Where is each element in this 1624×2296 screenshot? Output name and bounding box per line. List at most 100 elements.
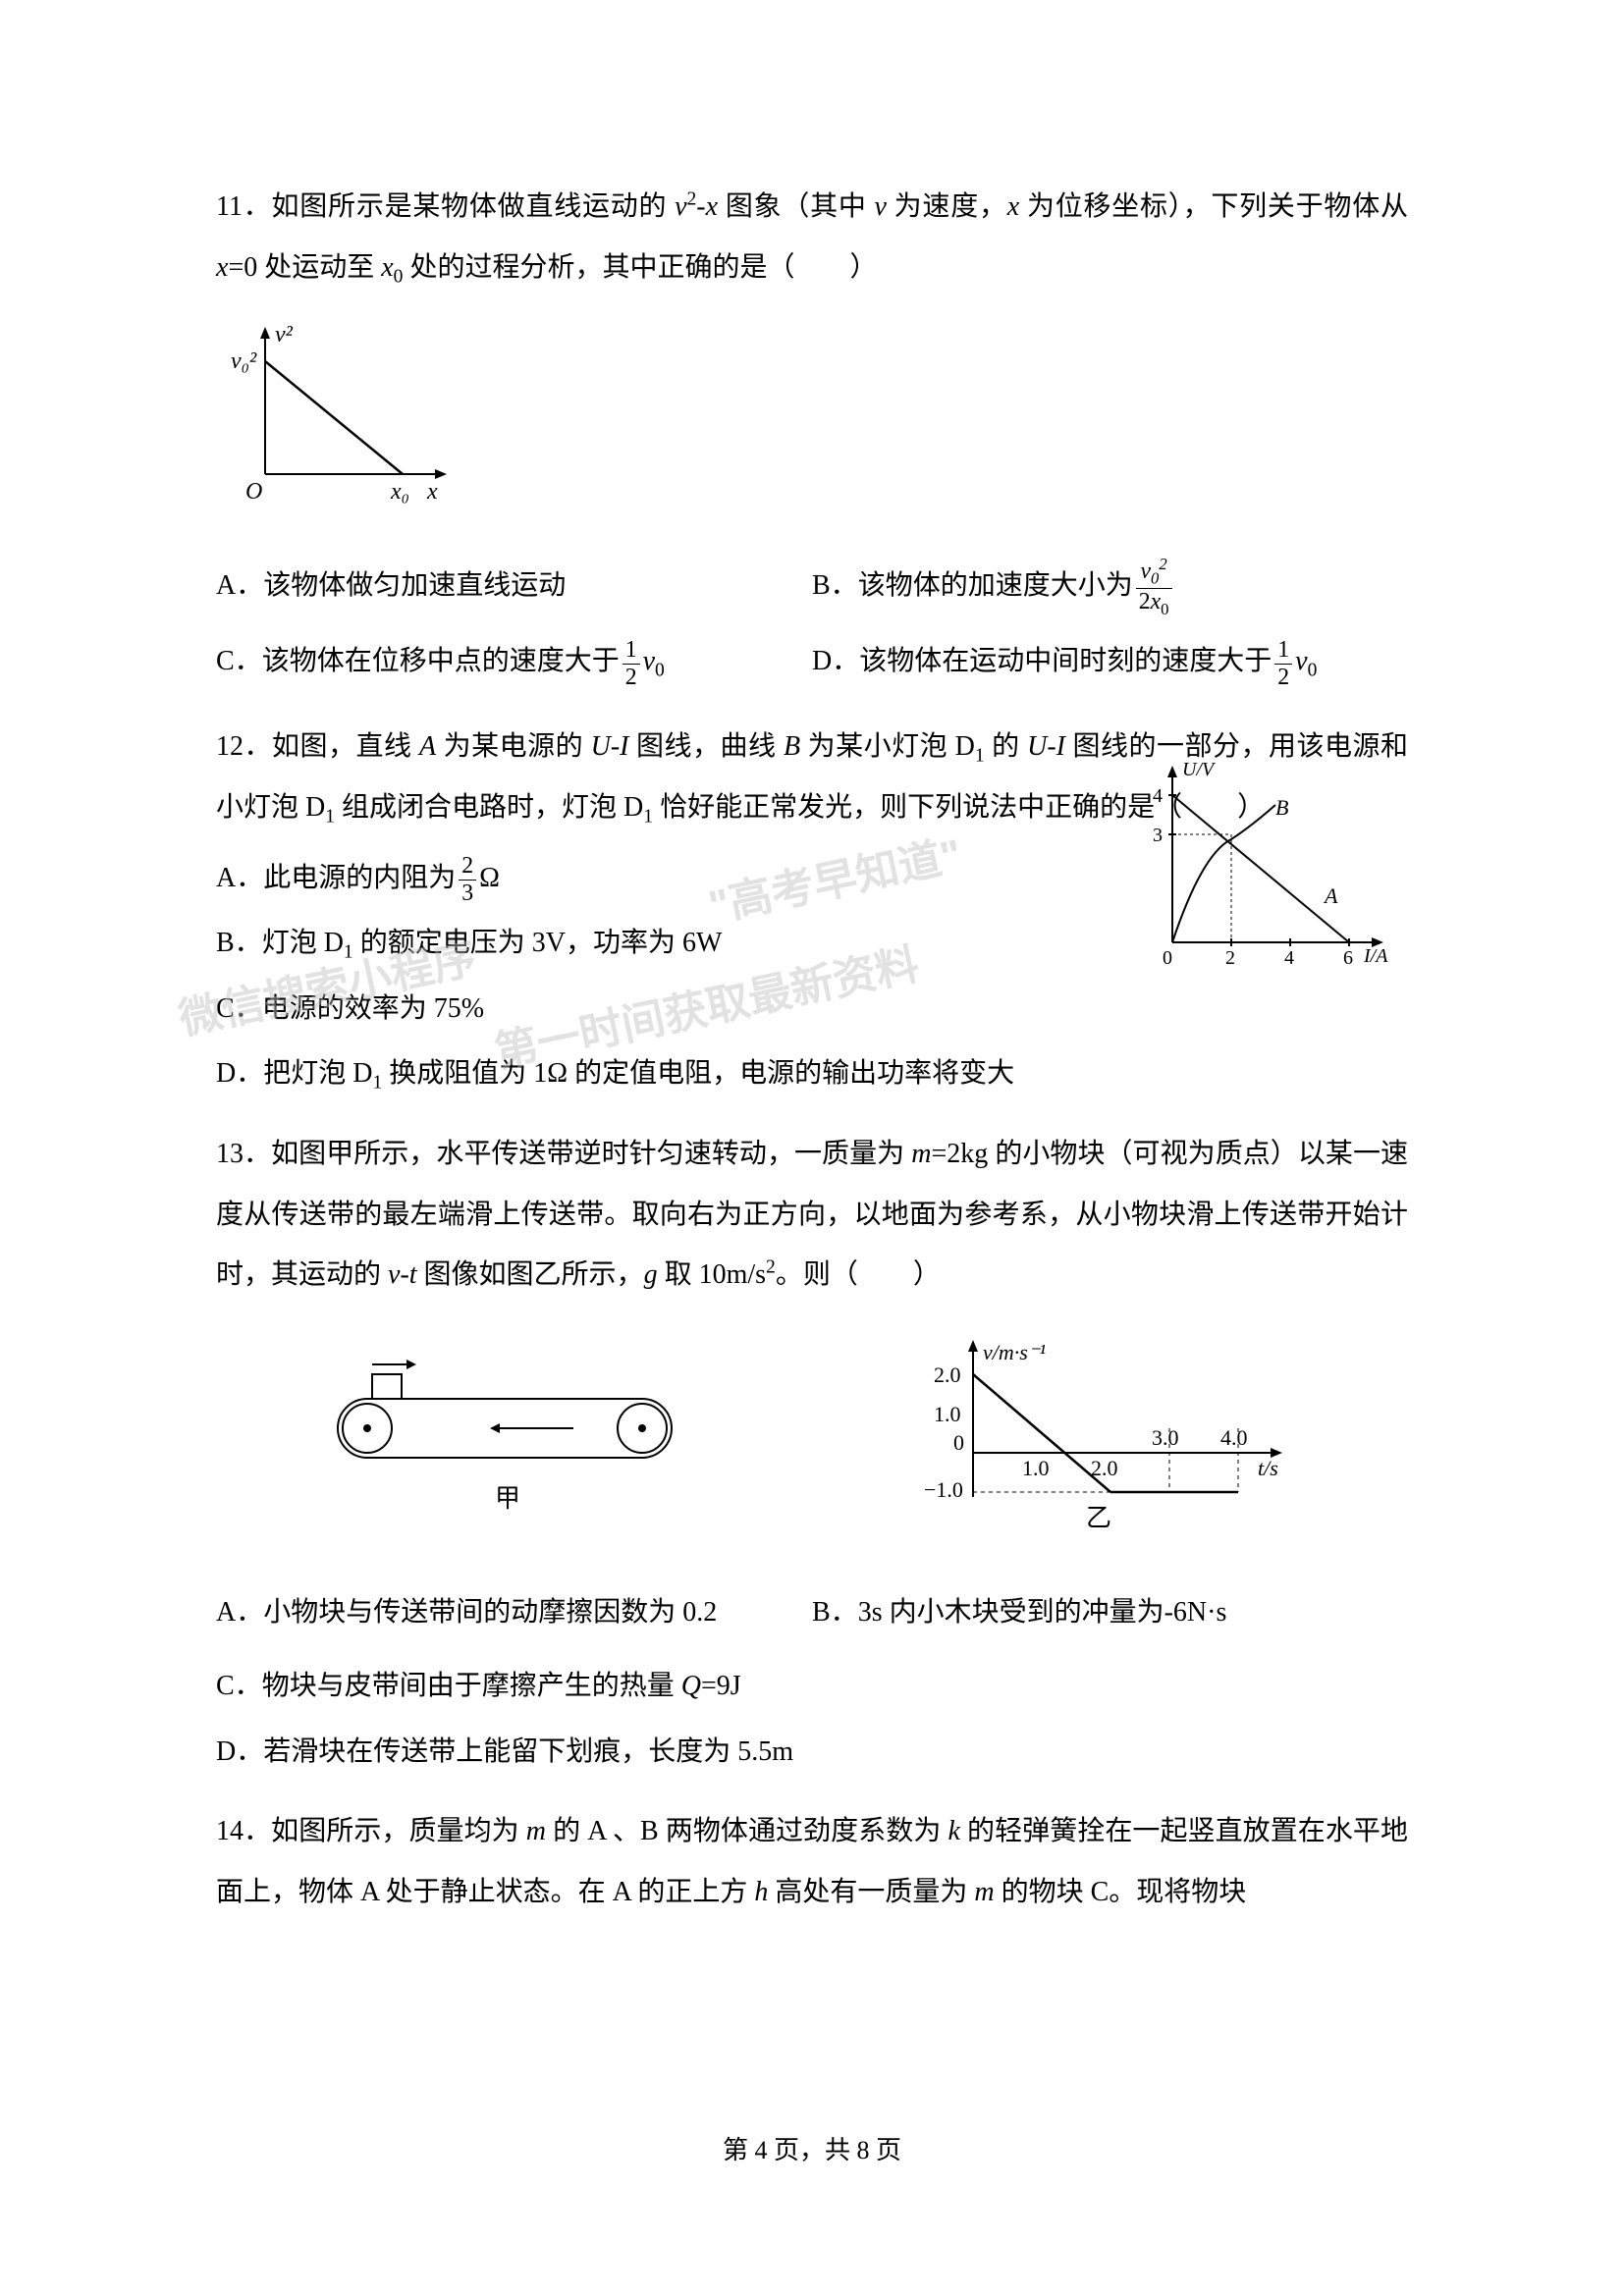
svg-text:O: O [245,479,262,505]
question-12: 12．如图，直线 A 为某电源的 U-I 图线，曲线 B 为某小灯泡 D1 的 … [216,717,1408,1104]
q14-i4: m [974,1877,994,1907]
q14-i3: h [754,1877,768,1907]
q12-sb3: 1 [643,806,653,827]
q14-number: 14 [216,1816,244,1846]
q12-chart-svg: U/V 4 3 0 2 4 6 I/A A B [1123,756,1408,982]
q11-t4: 为位移坐标），下列关于物体从 [1019,191,1408,222]
q13-t1: 如图甲所示，水平传送带逆时针匀速转动，一质量为 [271,1139,911,1169]
q11-d: - [696,191,705,222]
q14-t5: 的物块 C。现将物块 [995,1877,1247,1907]
q11-sb1: 0 [394,266,404,287]
q13-i2: v-t [388,1259,417,1290]
q13-option-c: C．物块与皮带间由于摩擦产生的热量 Q=9J [216,1656,1408,1717]
svg-text:0: 0 [953,1430,964,1455]
q13-option-b: B．3s 内小木块受到的冲量为-6N·s [812,1582,1408,1643]
q11-oa-text: 该物体做匀加速直线运动 [263,570,566,601]
q13-t5: 。则（ ） [776,1259,941,1290]
q11-option-a: A．该物体做匀加速直线运动 [216,556,812,619]
q12-sb2: 1 [325,806,335,827]
svg-text:t/s: t/s [1258,1456,1278,1480]
q11-option-b: B．该物体的加速度大小为v022x0 [812,556,1408,619]
q13-diagram-jia: 甲 [318,1350,691,1539]
q11-od-fn: 1 [1274,637,1292,664]
q12-i1: A [419,731,436,762]
svg-text:v²: v² [275,322,294,347]
q13-jia-label: 甲 [495,1484,520,1513]
q11-t6: 处的过程分析，其中正确的是（ ） [403,252,877,283]
q11-i2: x [706,191,718,222]
q12-option-a: A．此电源的内阻为23Ω [216,848,991,909]
q14-t1: 如图所示，质量均为 [271,1816,526,1846]
q13-oa-text: 小物块与传送带间的动摩擦因数为 0.2 [263,1597,717,1628]
q12-sb1: 1 [975,746,985,767]
q13-option-a: A．小物块与传送带间的动摩擦因数为 0.2 [216,1582,812,1643]
q12-option-c: C．电源的效率为 75% [216,979,991,1040]
q13-t4: 取 10m/s [658,1259,766,1290]
question-11: 11．如图所示是某物体做直线运动的 v2-x 图象（其中 v 为速度，x 为位移… [216,177,1408,697]
svg-text:v₀²: v₀² [231,348,257,374]
q11-oc-fd: 2 [623,665,640,690]
svg-text:1.0: 1.0 [1022,1456,1050,1480]
q12-oa-fn: 2 [459,853,476,880]
svg-text:−1.0: −1.0 [924,1477,963,1502]
q12-number: 12 [216,731,244,762]
q13-oc-prefix: 物块与皮带间由于摩擦产生的热量 [262,1671,681,1701]
q13-yi-label: 乙 [1086,1504,1111,1531]
svg-text:0: 0 [1163,947,1172,969]
q13-options-row1: A．小物块与传送带间的动摩擦因数为 0.2 B．3s 内小木块受到的冲量为-6N… [216,1582,1408,1648]
q11-option-d: D．该物体在运动中间时刻的速度大于12v0 [812,631,1408,692]
q11-od-prefix: 该物体在运动中间时刻的速度大于 [859,646,1272,676]
q13-option-d: D．若滑块在传送带上能留下划痕，长度为 5.5m [216,1722,1408,1783]
svg-text:B: B [1275,795,1288,820]
q14-t4: 高处有一质量为 [768,1877,974,1907]
q12-t1: 如图，直线 [272,731,419,762]
q12-oc-text: 电源的效率为 75% [262,993,484,1024]
q11-i6: x [381,252,393,283]
q13-od-text: 若滑块在传送带上能留下划痕，长度为 5.5m [263,1736,793,1767]
q11-s1: 2 [687,189,697,210]
q11-od-fd: 2 [1274,665,1292,690]
q13-number: 13 [216,1139,244,1169]
q12-option-d: D．把灯泡 D1 换成阻值为 1Ω 的定值电阻，电源的输出功率将变大 [216,1043,1408,1104]
svg-text:6: 6 [1343,947,1353,969]
q13-t3: 图像如图乙所示， [417,1259,644,1290]
q11-t2: 图象（其中 [718,191,874,222]
q12-t3: 图线，曲线 [628,731,784,762]
svg-text:1.0: 1.0 [934,1402,961,1426]
svg-text:2.0: 2.0 [934,1362,961,1387]
svg-text:3.0: 3.0 [1152,1425,1179,1450]
q11-oc-fn: 1 [623,637,640,664]
q11-t1: 如图所示是某物体做直线运动的 [272,191,676,222]
q14-t2: 的 A 、B 两物体通过劲度系数为 [546,1816,947,1846]
q12-t4: 为某小灯泡 D [800,731,975,762]
q12-oa-fd: 3 [459,881,476,906]
q11-t3: 为速度， [887,191,1007,222]
q13-diagrams: 甲 v/m·s⁻¹ 2.0 1.0 [216,1335,1408,1554]
q12-od-text: 把灯泡 D1 换成阻值为 1Ω 的定值电阻，电源的输出功率将变大 [263,1058,1014,1089]
q13-i3: g [644,1259,658,1290]
q12-option-b: B．灯泡 D1 的额定电压为 3V，功率为 6W [216,913,991,974]
q11-i3: v [874,191,886,222]
q13-ob-text: 3s 内小木块受到的冲量为-6N·s [858,1597,1227,1628]
q14-i2: k [948,1816,960,1846]
q11-i1: v [675,191,686,222]
q11-t5: =0 处运动至 [228,252,381,283]
q13-oc-suffix: =9J [701,1671,741,1701]
q14-i1: m [526,1816,546,1846]
q12-i2: U-I [591,731,629,762]
svg-text:2: 2 [1225,947,1235,969]
q11-text: 11．如图所示是某物体做直线运动的 v2-x 图象（其中 v 为速度，x 为位移… [216,177,1408,297]
q13-yi-svg: v/m·s⁻¹ 2.0 1.0 0 −1.0 1.0 2.0 3.0 4.0 t… [894,1335,1307,1531]
q11-i4: x [1007,191,1019,222]
svg-text:4.0: 4.0 [1220,1425,1248,1450]
question-13: 13．如图甲所示，水平传送带逆时针匀速转动，一质量为 m=2kg 的小物块（可视… [216,1124,1408,1782]
q12-i4: U-I [1027,731,1065,762]
q11-chart-svg: v² v₀² O x₀ x [216,317,471,513]
q11-option-c: C．该物体在位移中点的速度大于12v0 [216,631,812,692]
svg-text:2.0: 2.0 [1091,1456,1118,1480]
svg-text:v/m·s⁻¹: v/m·s⁻¹ [983,1340,1046,1364]
q13-jia-svg: 甲 [318,1350,691,1517]
svg-text:3: 3 [1153,825,1163,846]
q12-diagram: U/V 4 3 0 2 4 6 I/A A B [1123,756,1408,1004]
q13-text: 13．如图甲所示，水平传送带逆时针匀速转动，一质量为 m=2kg 的小物块（可视… [216,1124,1408,1306]
